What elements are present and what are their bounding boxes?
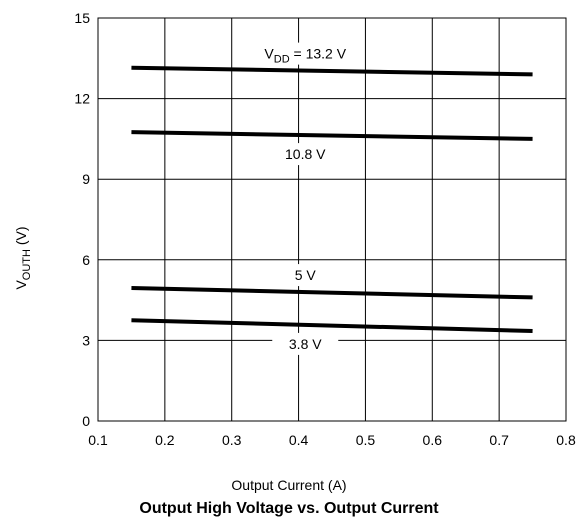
y-tick-label: 9 [82,171,90,187]
series-label-bg [272,332,339,355]
series-label: 3.8 V [289,336,322,352]
series-label-bg [272,143,339,166]
x-tick-label: 0.7 [489,432,509,448]
series-line [131,65,533,77]
x-tick-label: 0.1 [88,432,108,448]
y-tick-label: 12 [74,91,90,107]
series-line [131,286,533,300]
x-tick-label: 0.4 [289,432,309,448]
y-tick-labels: 0 3 6 9 12 15 [74,10,90,429]
series-line [131,318,533,333]
series-label: VDD = 13.2 V [264,46,346,66]
x-tick-label: 0.2 [155,432,175,448]
series-group [131,65,533,333]
x-tick-label: 0.8 [556,432,576,448]
series-label: 10.8 V [285,146,326,162]
series-label-bg [272,264,339,287]
chart-title: Output High Voltage vs. Output Current [139,500,439,517]
grid [97,17,567,422]
x-tick-label: 0.5 [356,432,376,448]
x-axis-label: Output Current (A) [231,477,347,493]
series-labels: VDD = 13.2 V 10.8 V 5 V 3.8 V [246,42,365,355]
chart: VDD = 13.2 V10.8 V5 V3.8 V 0.1 0.2 0.3 0.4 0… [13,10,576,448]
x-tick-labels: 0.1 0.2 0.3 0.4 0.5 0.6 0.7 0.8 [88,432,576,448]
series-label: 5 V [295,267,317,283]
y-tick-label: 15 [74,10,90,26]
x-tick-label: 0.3 [222,432,242,448]
plot-frame [97,17,567,422]
series-line [131,130,533,141]
series-label-bg [246,42,365,65]
y-tick-label: 3 [82,332,90,348]
y-axis-label: VOUTH (V) [13,226,33,289]
x-tick-label: 0.6 [423,432,443,448]
y-tick-label: 0 [82,413,90,429]
y-tick-label: 6 [82,252,90,268]
